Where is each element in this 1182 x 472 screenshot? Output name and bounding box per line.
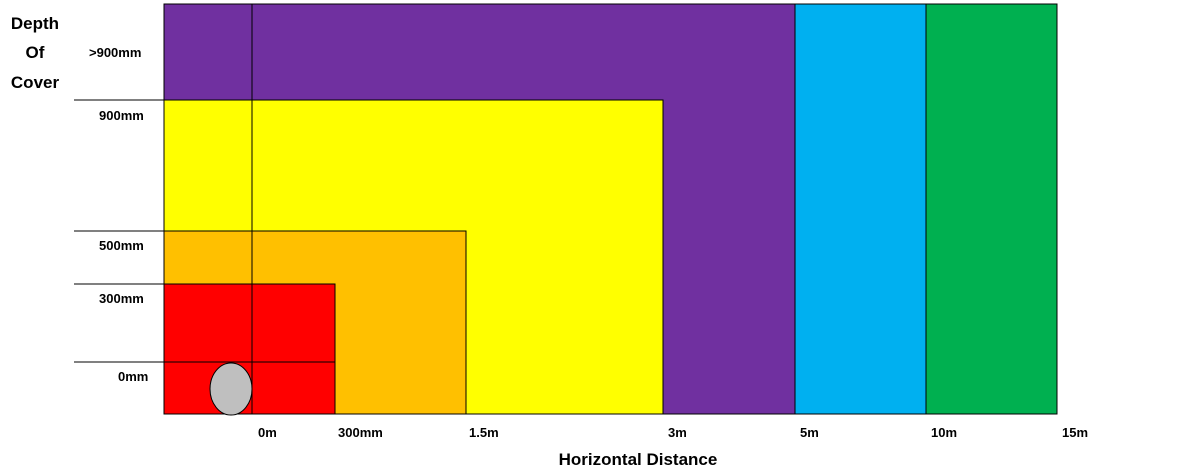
x-tick-0m: 0m: [258, 425, 277, 440]
y-tick-gt-900mm: >900mm: [89, 45, 141, 60]
y-axis-title-line-1: Depth: [11, 14, 59, 33]
x-tick-300mm: 300mm: [338, 425, 383, 440]
y-axis-title-line-3: Cover: [11, 73, 60, 92]
x-tick-3m: 3m: [668, 425, 687, 440]
pipe-cross-section-icon: [209, 362, 253, 416]
zone-green: [925, 3, 1058, 415]
y-tick-500mm: 500mm: [99, 238, 144, 253]
x-tick-5m: 5m: [800, 425, 819, 440]
zone-blue: [794, 3, 927, 415]
x-axis-title: Horizontal Distance: [559, 450, 718, 469]
x-tick-1-5m: 1.5m: [469, 425, 499, 440]
y-tick-900mm: 900mm: [99, 108, 144, 123]
x-tick-10m: 10m: [931, 425, 957, 440]
y-tick-0mm: 0mm: [118, 369, 148, 384]
x-tick-15m: 15m: [1062, 425, 1088, 440]
y-axis-title-line-2: Of: [26, 43, 45, 62]
y-tick-300mm: 300mm: [99, 291, 144, 306]
